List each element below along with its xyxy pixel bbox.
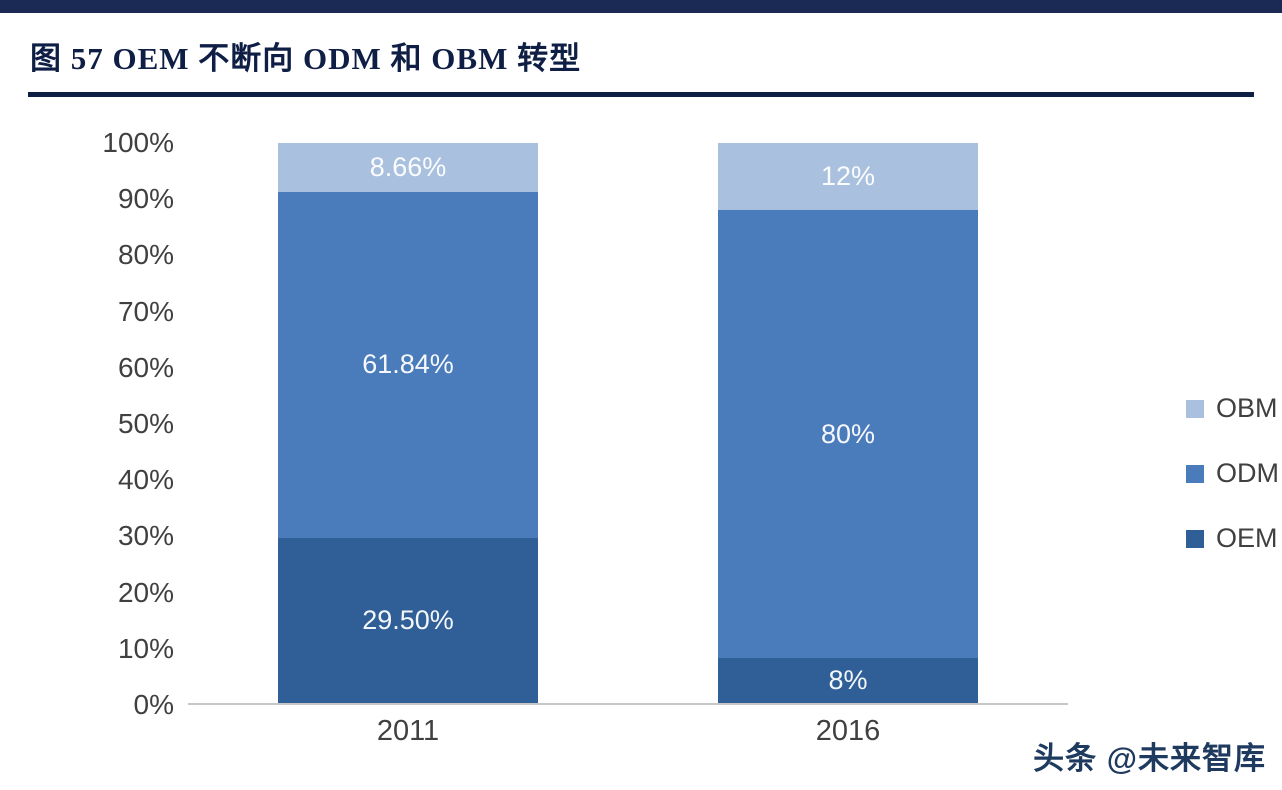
segment-oem-2011: 29.50% xyxy=(278,537,538,703)
page-title: 图 57 OEM 不断向 ODM 和 OBM 转型 xyxy=(30,41,582,76)
plot-wrap: 8.66% 61.84% 29.50% 12% 80% 8% 2011 2016 xyxy=(188,143,1068,748)
segment-odm-2011: 61.84% xyxy=(278,191,538,538)
x-axis-label-2016: 2016 xyxy=(815,715,881,747)
y-axis-tick: 60% xyxy=(117,351,174,383)
title-underline xyxy=(28,92,1254,97)
segment-obm-2016: 12% xyxy=(718,143,978,211)
y-axis-tick: 90% xyxy=(117,183,174,215)
legend-swatch-obm xyxy=(1186,399,1204,418)
segment-label-odm-2016: 80% xyxy=(820,418,876,449)
legend-label-obm: OBM xyxy=(1216,393,1278,423)
y-axis-tick: 100% xyxy=(102,127,174,158)
legend-label-odm: ODM xyxy=(1216,458,1279,488)
x-axis-labels: 2011 2016 xyxy=(188,715,1068,748)
y-axis-tick: 10% xyxy=(117,632,174,664)
legend-swatch-oem xyxy=(1186,529,1204,548)
segment-obm-2011: 8.66% xyxy=(278,143,538,192)
bar-2016: 12% 80% 8% xyxy=(718,143,978,703)
legend-item-odm: ODM xyxy=(1186,458,1279,489)
bar-2011: 8.66% 61.84% 29.50% xyxy=(278,143,538,703)
legend-item-oem: OEM xyxy=(1186,523,1279,554)
segment-label-oem-2016: 8% xyxy=(828,665,868,696)
y-axis-tick: 50% xyxy=(117,408,174,439)
segment-oem-2016: 8% xyxy=(718,658,978,703)
y-axis-tick: 20% xyxy=(117,576,174,608)
y-axis-tick: 80% xyxy=(117,239,174,271)
x-axis-label-2011: 2011 xyxy=(376,715,440,747)
plot-area: 8.66% 61.84% 29.50% 12% 80% 8% xyxy=(188,143,1068,705)
legend-item-obm: OBM xyxy=(1186,393,1279,424)
segment-label-oem-2011: 29.50% xyxy=(362,604,454,635)
segment-label-obm-2016: 12% xyxy=(820,161,876,192)
y-axis: 100% 90% 80% 70% 60% 50% 40% 30% 20% 10% 0% xyxy=(56,127,188,720)
y-axis-tick: 40% xyxy=(117,464,174,496)
legend-swatch-odm xyxy=(1186,464,1204,483)
watermark: 头条 @未来智库 xyxy=(1033,741,1266,776)
y-axis-tick: 70% xyxy=(117,295,174,327)
stacked-bar-chart: 100% 90% 80% 70% 60% 50% 40% 30% 20% 10% 0% 8.66% 6… xyxy=(0,127,1282,748)
y-axis-tick: 0% xyxy=(133,689,174,720)
legend-label-oem: OEM xyxy=(1216,523,1278,553)
legend: OBM ODM OEM xyxy=(1186,393,1279,554)
segment-label-odm-2011: 61.84% xyxy=(362,349,454,380)
segment-label-obm-2011: 8.66% xyxy=(369,151,447,182)
top-accent-bar xyxy=(0,0,1282,13)
y-axis-tick: 30% xyxy=(117,520,174,552)
segment-odm-2016: 80% xyxy=(718,210,978,659)
